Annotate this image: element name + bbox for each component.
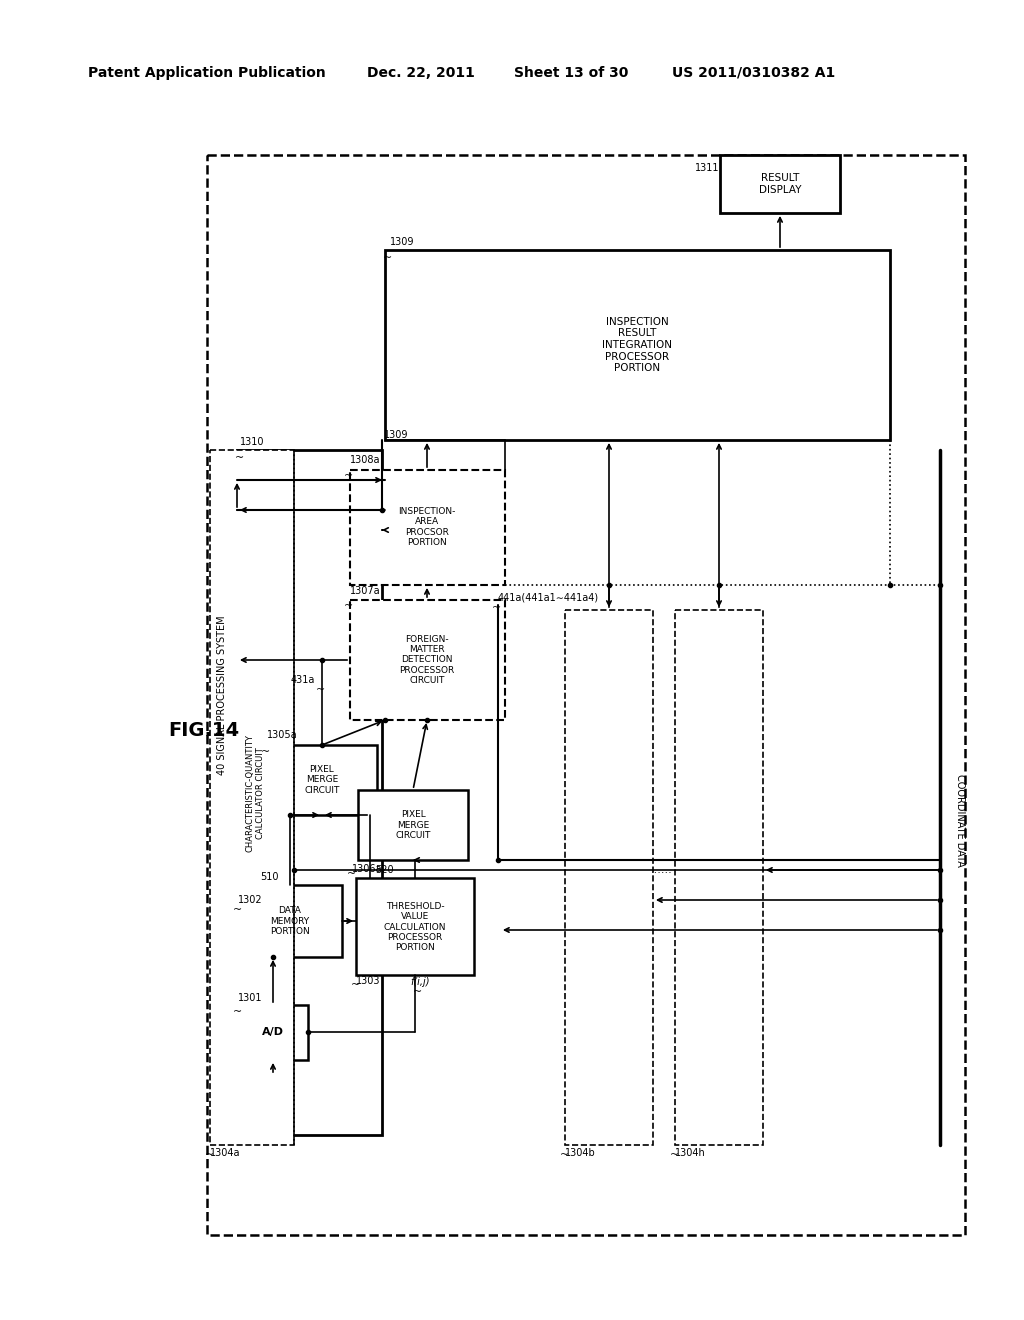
Text: ......: ...... bbox=[651, 865, 673, 875]
Text: COORDINATE DATA: COORDINATE DATA bbox=[955, 774, 965, 866]
Text: ~: ~ bbox=[560, 1150, 569, 1160]
Text: ~: ~ bbox=[233, 906, 243, 915]
Text: 1305a: 1305a bbox=[267, 730, 298, 741]
Text: ~: ~ bbox=[234, 453, 245, 463]
Text: DATA
MEMORY
PORTION: DATA MEMORY PORTION bbox=[270, 906, 310, 936]
FancyBboxPatch shape bbox=[565, 610, 653, 1144]
FancyBboxPatch shape bbox=[675, 610, 763, 1144]
Text: 1306a: 1306a bbox=[352, 865, 383, 874]
Text: Patent Application Publication: Patent Application Publication bbox=[88, 66, 326, 81]
Text: 1309: 1309 bbox=[390, 238, 415, 247]
Text: ~: ~ bbox=[413, 987, 422, 997]
Text: PIXEL
MERGE
CIRCUIT: PIXEL MERGE CIRCUIT bbox=[304, 766, 340, 795]
Text: 40 SIGNAL PROCESSING SYSTEM: 40 SIGNAL PROCESSING SYSTEM bbox=[217, 615, 227, 775]
FancyBboxPatch shape bbox=[350, 470, 505, 585]
FancyBboxPatch shape bbox=[720, 154, 840, 213]
Text: PIXEL
MERGE
CIRCUIT: PIXEL MERGE CIRCUIT bbox=[395, 810, 431, 840]
Text: 1301: 1301 bbox=[238, 993, 262, 1003]
Text: ~: ~ bbox=[383, 253, 392, 263]
Text: ~: ~ bbox=[344, 601, 353, 611]
Text: US 2011/0310382 A1: US 2011/0310382 A1 bbox=[672, 66, 836, 81]
Text: THRESHOLD-
VALUE
CALCULATION
PROCESSOR
PORTION: THRESHOLD- VALUE CALCULATION PROCESSOR P… bbox=[384, 902, 446, 952]
Text: Sheet 13 of 30: Sheet 13 of 30 bbox=[514, 66, 629, 81]
Text: 441a(441a1∼441a4): 441a(441a1∼441a4) bbox=[498, 593, 599, 603]
FancyBboxPatch shape bbox=[356, 878, 474, 975]
Text: CHARACTERISTIC-QUANTITY
CALCULATOR CIRCUIT: CHARACTERISTIC-QUANTITY CALCULATOR CIRCU… bbox=[246, 734, 264, 851]
Text: ~: ~ bbox=[347, 869, 356, 879]
FancyBboxPatch shape bbox=[350, 601, 505, 719]
Text: 510: 510 bbox=[260, 873, 279, 882]
FancyBboxPatch shape bbox=[210, 450, 294, 1144]
Text: 1307a: 1307a bbox=[350, 586, 381, 597]
Text: FIG.14: FIG.14 bbox=[168, 721, 240, 739]
Text: ~: ~ bbox=[344, 471, 353, 480]
Text: ~: ~ bbox=[205, 1150, 214, 1160]
Text: ~: ~ bbox=[670, 1150, 679, 1160]
Text: A/D: A/D bbox=[262, 1027, 284, 1038]
Text: INSPECTION
RESULT
INTEGRATION
PROCESSOR
PORTION: INSPECTION RESULT INTEGRATION PROCESSOR … bbox=[602, 317, 672, 374]
Text: 1311: 1311 bbox=[695, 162, 720, 173]
Text: ~: ~ bbox=[261, 747, 270, 756]
Text: 431a: 431a bbox=[291, 675, 315, 685]
Text: 1309: 1309 bbox=[384, 430, 409, 440]
Text: 1304h: 1304h bbox=[675, 1148, 706, 1158]
Text: ~: ~ bbox=[233, 1007, 243, 1016]
Text: 1304b: 1304b bbox=[565, 1148, 596, 1158]
Text: 1308a: 1308a bbox=[350, 455, 381, 465]
FancyBboxPatch shape bbox=[237, 450, 382, 1135]
Text: RESULT
DISPLAY: RESULT DISPLAY bbox=[759, 173, 801, 195]
FancyBboxPatch shape bbox=[238, 884, 342, 957]
Text: ~: ~ bbox=[351, 979, 360, 990]
FancyBboxPatch shape bbox=[207, 154, 965, 1236]
FancyBboxPatch shape bbox=[238, 1005, 308, 1060]
Text: ~: ~ bbox=[492, 603, 502, 612]
Text: 520: 520 bbox=[375, 865, 393, 875]
FancyBboxPatch shape bbox=[385, 249, 890, 440]
Text: f(i,j): f(i,j) bbox=[411, 977, 430, 987]
Text: 1303: 1303 bbox=[356, 975, 381, 986]
Text: Dec. 22, 2011: Dec. 22, 2011 bbox=[367, 66, 475, 81]
Text: 1302: 1302 bbox=[238, 895, 262, 906]
Text: INSPECTION-
AREA
PROCSOR
PORTION: INSPECTION- AREA PROCSOR PORTION bbox=[398, 507, 456, 546]
Text: FOREIGN-
MATTER
DETECTION
PROCESSOR
CIRCUIT: FOREIGN- MATTER DETECTION PROCESSOR CIRC… bbox=[399, 635, 455, 685]
Text: 1310: 1310 bbox=[240, 437, 264, 447]
Text: 1304a: 1304a bbox=[210, 1148, 241, 1158]
Text: ~: ~ bbox=[316, 685, 326, 696]
FancyBboxPatch shape bbox=[358, 789, 468, 861]
FancyBboxPatch shape bbox=[267, 744, 377, 814]
